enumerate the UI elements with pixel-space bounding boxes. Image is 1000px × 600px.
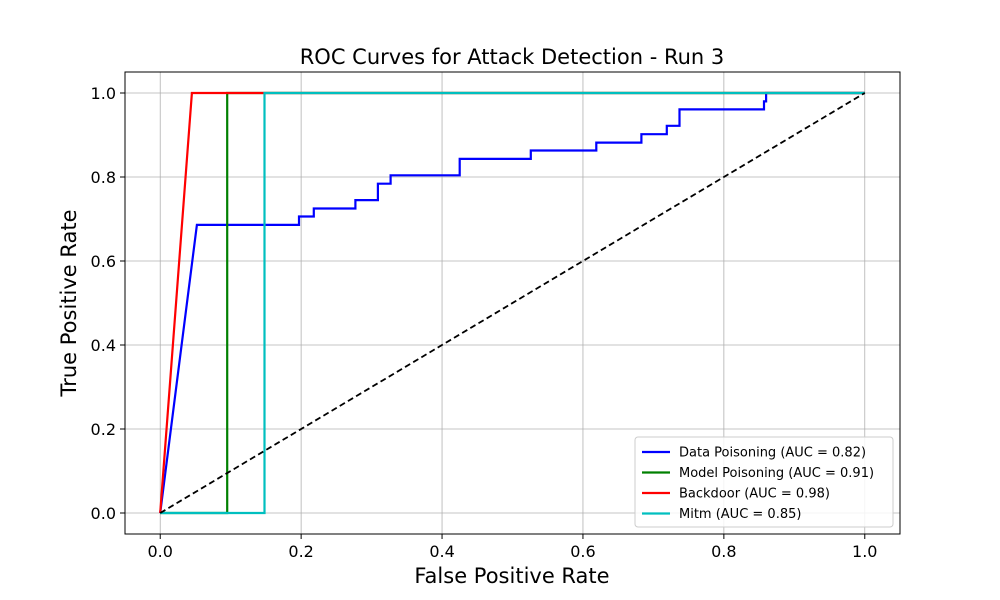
x-tick-label: 0.4 [429,542,454,561]
y-tick-label: 0.6 [91,252,116,271]
y-tick-label: 0.4 [91,336,116,355]
y-tick-label: 0.0 [91,504,116,523]
legend-label: Model Poisoning (AUC = 0.91) [679,466,874,481]
plot-area [159,91,866,515]
legend-label: Mitm (AUC = 0.85) [679,507,801,522]
x-tick-label: 0.8 [711,542,736,561]
legend: Data Poisoning (AUC = 0.82) Model Poisoni… [634,436,894,528]
axis-ticks: 0.0 0.2 0.4 0.6 0.8 1.0 0.0 0.2 0.4 0.6 0.8 1.0 [91,84,878,561]
y-tick-label: 1.0 [91,84,116,103]
reference-diagonal-line [159,92,866,514]
legend-label: Data Poisoning (AUC = 0.82) [679,446,866,461]
series-line-0 [159,91,865,514]
x-tick-label: 0.2 [288,542,313,561]
y-tick-label: 0.8 [91,168,116,187]
y-axis-label: True Positive Rate [57,209,81,397]
x-tick-label: 0.0 [148,542,173,561]
chart-title: ROC Curves for Attack Detection - Run 3 [300,45,725,69]
y-tick-label: 0.2 [91,420,116,439]
legend-box [634,436,894,528]
x-tick-label: 1.0 [852,542,877,561]
x-tick-label: 0.6 [570,542,595,561]
axes-frame [124,71,901,535]
series-line-3 [160,91,865,515]
x-axis-label: False Positive Rate [414,564,609,588]
legend-label: Backdoor (AUC = 0.98) [679,487,830,502]
